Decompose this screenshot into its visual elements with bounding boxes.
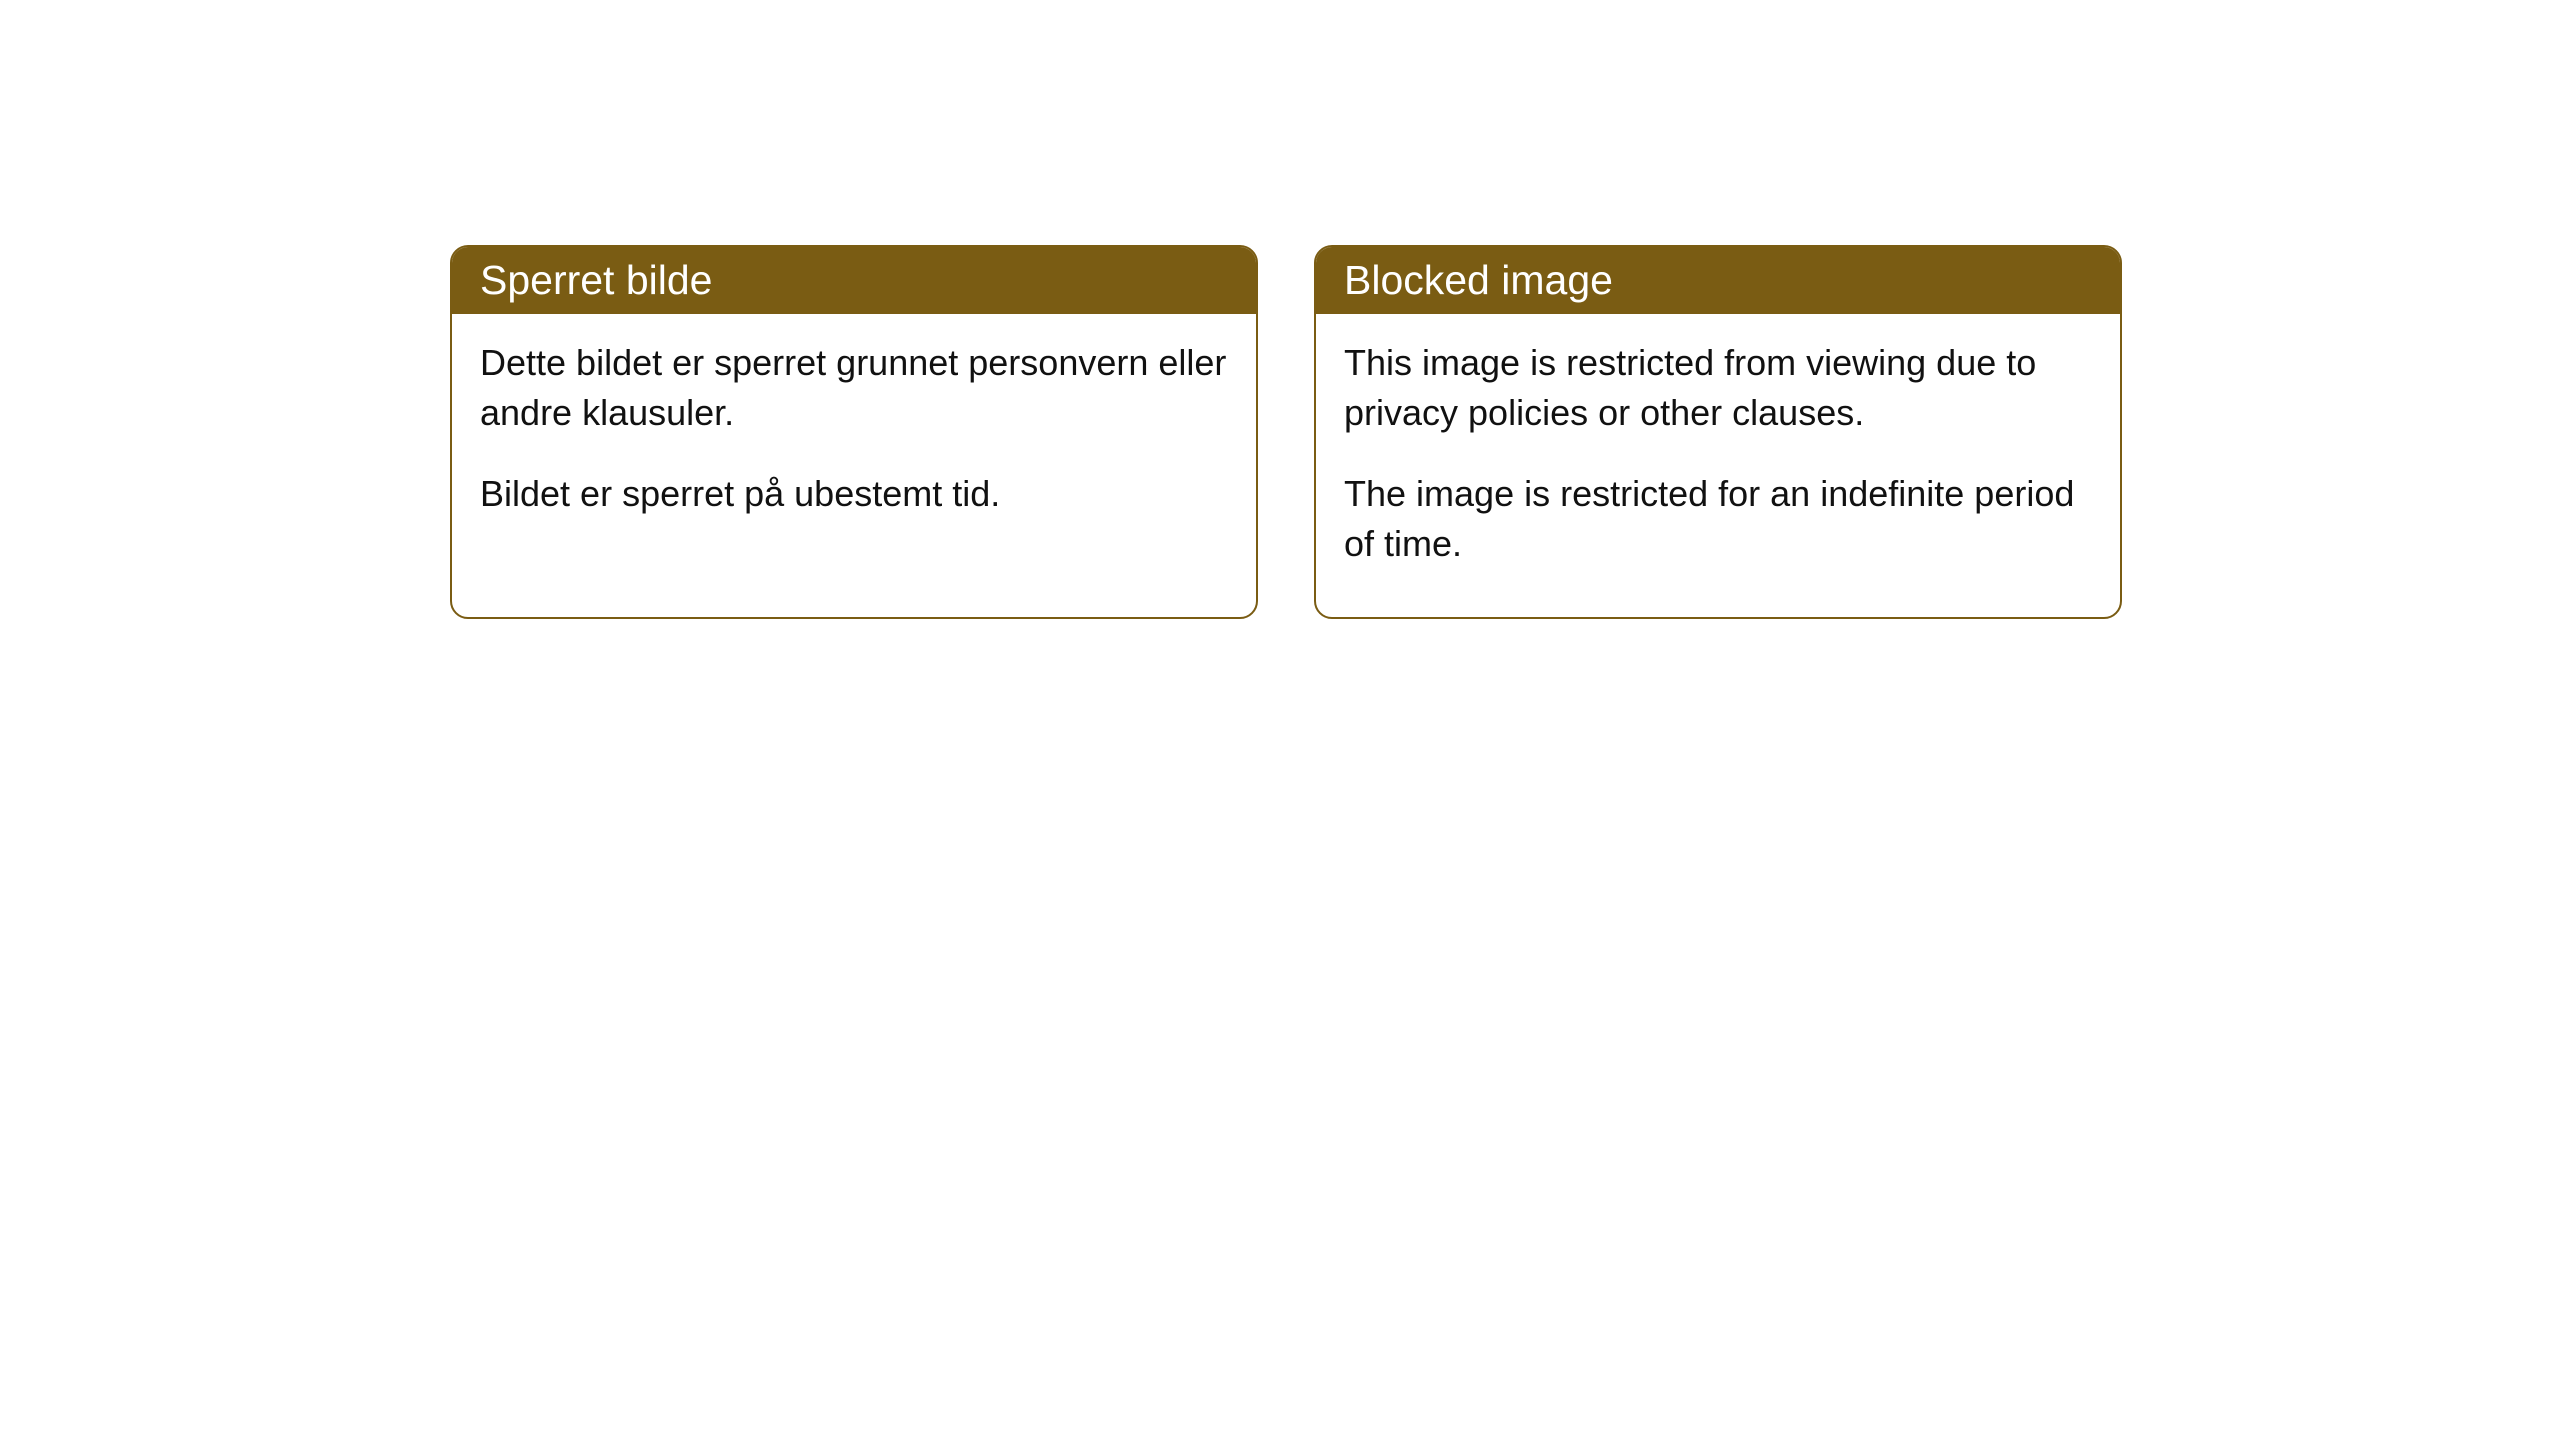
cards-container: Sperret bilde Dette bildet er sperret gr…: [450, 245, 2122, 619]
card-body-norwegian: Dette bildet er sperret grunnet personve…: [452, 314, 1256, 567]
card-english: Blocked image This image is restricted f…: [1314, 245, 2122, 619]
card-title-norwegian: Sperret bilde: [480, 257, 712, 303]
card-body-english: This image is restricted from viewing du…: [1316, 314, 2120, 617]
card-title-english: Blocked image: [1344, 257, 1613, 303]
card-paragraph-1-english: This image is restricted from viewing du…: [1344, 338, 2092, 437]
card-header-english: Blocked image: [1316, 247, 2120, 314]
card-paragraph-1-norwegian: Dette bildet er sperret grunnet personve…: [480, 338, 1228, 437]
card-header-norwegian: Sperret bilde: [452, 247, 1256, 314]
card-paragraph-2-english: The image is restricted for an indefinit…: [1344, 469, 2092, 568]
card-norwegian: Sperret bilde Dette bildet er sperret gr…: [450, 245, 1258, 619]
card-paragraph-2-norwegian: Bildet er sperret på ubestemt tid.: [480, 469, 1228, 519]
